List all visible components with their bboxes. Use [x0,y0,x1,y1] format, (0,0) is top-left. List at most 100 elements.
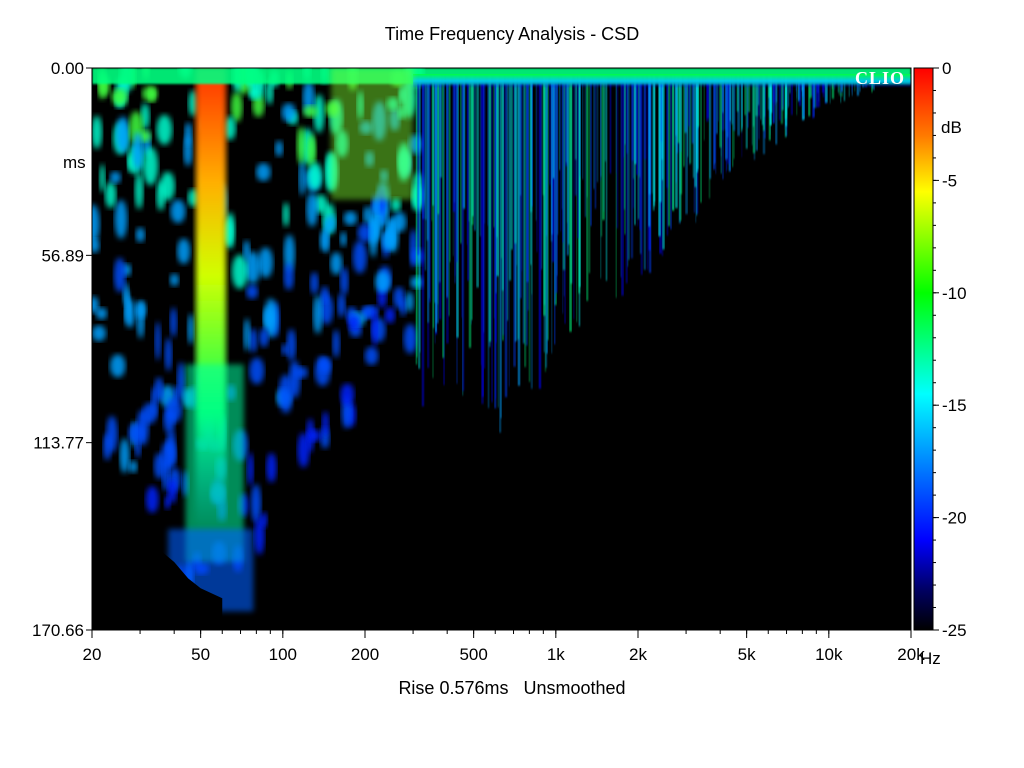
heatmap-blob [145,486,159,514]
decay-streak [466,76,468,245]
heatmap-blob [264,298,278,338]
decay-streak [567,76,570,245]
decay-streak [691,76,694,144]
heatmap-blob [405,291,414,313]
decay-streak [437,76,439,305]
decay-streak [700,76,702,203]
decay-streak [549,76,551,185]
decay-streak [543,76,546,316]
decay-streak [421,76,424,407]
decay-streak [648,76,650,146]
heatmap-blob [306,192,318,227]
decay-streak [536,76,538,253]
decay-streak [774,76,776,106]
decay-streak [576,76,578,323]
y-tick-label: 113.77 [33,434,84,453]
heatmap-blob [167,479,177,504]
heatmap-blob [95,307,108,320]
y-tick-label: 170.66 [32,621,84,640]
heatmap-blob [249,357,265,385]
x-tick-label: 100 [269,645,297,664]
decay-streak [715,76,717,174]
decay-streak [546,76,549,341]
heatmap-blob [392,211,407,233]
x-tick-label: 1k [547,645,565,664]
colorbar-tick-label: -20 [942,509,967,528]
decay-streak [653,76,656,202]
decay-streak [569,76,572,332]
heatmap-blob [165,429,176,466]
heatmap-blob [357,223,373,243]
decay-streak [627,76,630,260]
heatmap-blob [150,386,158,418]
heatmap-blob [352,240,367,274]
heatmap-blob [312,295,323,334]
decay-streak [640,76,643,275]
decay-streak [600,76,603,237]
clio-logo: CLIO [855,68,906,88]
decay-streak [502,76,504,291]
heatmap-blob [250,483,262,523]
decay-streak [427,76,430,368]
decay-streak [643,76,646,160]
decay-streak [526,76,529,282]
decay-streak [488,76,491,347]
colorbar-tick-label: -10 [942,284,967,303]
heatmap-blob [340,231,347,247]
heatmap-blob [188,90,199,117]
decay-streak [521,76,523,271]
decay-streak [476,76,479,288]
heatmap-blob [363,206,372,225]
decay-streak [552,76,555,179]
decay-streak [651,76,653,194]
decay-streak [487,76,490,409]
decay-streak [672,76,675,211]
heatmap-blob [393,286,405,309]
colorbar-tick-label: -5 [942,171,957,190]
heatmap-blob [170,199,186,224]
colorbar-unit-label: dB [941,118,962,137]
decay-streak [662,76,665,250]
heatmap-blob [321,411,329,437]
decay-streak [763,76,766,139]
heatmap-blob [135,227,145,243]
heatmap-blob [298,159,306,196]
decay-streak [813,76,816,109]
heatmap-blob [113,257,126,293]
decay-streak [524,76,526,368]
decay-streak [829,76,831,104]
decay-streak [577,76,579,239]
heatmap-blob [231,254,248,290]
mid-energy-region [330,68,414,200]
heatmap-blob [154,452,166,480]
decay-streak [643,76,646,270]
decay-streak [535,76,537,221]
heatmap-blob [92,296,99,314]
decay-streak [461,76,463,318]
decay-streak [694,76,697,188]
decay-streak [474,76,476,231]
decay-streak [565,76,568,163]
decay-streak [522,76,525,344]
decay-streak [428,76,431,303]
heatmap-blob [134,438,142,458]
decay-streak [556,76,559,235]
heatmap-blob [99,164,106,193]
decay-streak [448,76,450,316]
decay-streak [727,76,730,164]
decay-streak [685,76,688,215]
decay-streak [460,76,462,244]
decay-streak [563,76,565,297]
decay-streak [594,76,597,209]
decay-streak [436,76,439,324]
heatmap-blob [371,307,378,348]
heatmap-blob [332,329,340,358]
decay-streak [605,76,608,281]
heatmap-blob [339,267,349,296]
heatmap-blob [281,343,289,356]
decay-streak [562,76,564,243]
heatmap-blob [92,204,100,244]
decay-streak [554,76,556,344]
decay-streak [689,76,692,164]
decay-streak [551,76,553,354]
